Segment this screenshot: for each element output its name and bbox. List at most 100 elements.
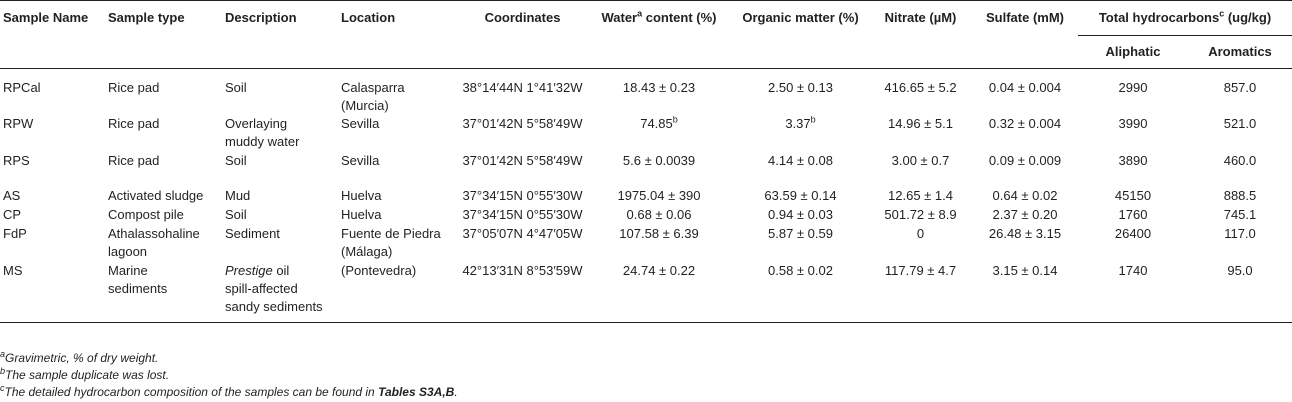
cell-organic-value: 63.59 ± 0.14 [764, 188, 837, 203]
cell-coordinates: 38°14′44N 1°41′32W [462, 80, 583, 95]
cell-organic-footnote: b [810, 114, 816, 125]
footnote-mark-a: a [637, 8, 643, 19]
cell-sample-name: FdP [3, 226, 27, 241]
cell-organic-value: 5.87 ± 0.59 [768, 226, 833, 241]
cell-aromatics: 521.0 [1223, 116, 1257, 131]
cell-location-line: Sevilla [341, 116, 380, 131]
table-body: RPCal Rice pad Soil Calasparra (Murcia) 38°14… [0, 69, 1292, 323]
cell-location-line: (Murcia) [341, 98, 389, 113]
cell-sample-name: RPCal [3, 80, 41, 95]
cell-description-line: Sediment [225, 226, 280, 241]
table-header: Sample Name Sample type Description Loca… [0, 0, 1292, 69]
data-table: Sample Name Sample type Description Loca… [0, 0, 1292, 323]
header-sample-name: Sample Name [0, 0, 108, 36]
cell-coordinates: 37°34′15N 0°55′30W [462, 188, 583, 203]
cell-water-content: 0.68 ± 0.06 [586, 206, 732, 225]
cell-aliphatic: 2990 [1118, 80, 1148, 95]
cell-description-line: spill-affected [225, 281, 298, 296]
cell-sample-type: Compost pile [108, 206, 225, 225]
cell-location-line: (Málaga) [341, 244, 393, 259]
footnote-a-text: Gravimetric, % of dry weight. [5, 351, 159, 365]
cell-aliphatic: 3890 [1118, 153, 1148, 168]
cell-sample-type-line: Rice pad [108, 116, 160, 131]
cell-description: Mud [225, 187, 341, 206]
cell-description: Soil [225, 152, 341, 187]
cell-sample-type: Marine sediments [108, 262, 225, 323]
cell-aliphatic: 1740 [1078, 262, 1188, 323]
cell-water-content: 1975.04 ± 390 [586, 187, 732, 206]
header-nitrate: Nitrate (µM) [869, 0, 972, 36]
cell-sample-type-line: Marine [108, 263, 148, 278]
header-total-unit: (ug/kg) [1224, 10, 1272, 25]
cell-location: Fuente de Piedra (Málaga) [341, 225, 459, 262]
cell-organic-matter: 0.58 ± 0.02 [732, 262, 869, 323]
cell-sulfate: 0.04 ± 0.004 [988, 80, 1062, 95]
header-aromatics: Aromatics [1188, 35, 1292, 69]
cell-description-line: Mud [225, 188, 251, 203]
table-row: AS Activated sludge Mud Huelva 37°34′15N 0°5… [0, 187, 1292, 206]
table-row: RPCal Rice pad Soil Calasparra (Murcia) 38°14… [0, 69, 1292, 116]
cell-aliphatic: 1760 [1118, 207, 1148, 222]
cell-coordinates: 37°01′42N 5°58′49W [462, 153, 583, 168]
cell-description-text: oil [272, 263, 290, 278]
cell-water-content: 107.58 ± 6.39 [586, 225, 732, 262]
cell-description: Soil [225, 69, 341, 116]
cell-sulfate: 2.37 ± 0.20 [992, 207, 1058, 222]
cell-coordinates: 42°13′31N 8°53′59W [459, 262, 586, 323]
footnote-c-link[interactable]: Tables S3A,B [378, 385, 455, 399]
footnote-b: bThe sample duplicate was lost. [0, 366, 170, 383]
header-coordinates: Coordinates [459, 0, 586, 36]
cell-sample-name: CP [3, 207, 22, 222]
cell-sample-name: RPW [3, 116, 34, 131]
cell-nitrate: 501.72 ± 8.9 [884, 207, 957, 222]
cell-location: (Pontevedra) [341, 262, 459, 323]
footnote-b-mark: b [0, 366, 6, 376]
cell-location-line: Huelva [341, 207, 382, 222]
cell-organic-matter: 3.37b [732, 115, 869, 152]
footnote-a-mark: a [0, 349, 6, 359]
cell-sample-type: Athalassohaline lagoon [108, 225, 225, 262]
cell-description-line: muddy water [225, 134, 300, 149]
cell-sample-name: MS [0, 262, 108, 323]
cell-sulfate: 0.64 ± 0.02 [992, 188, 1058, 203]
cell-aliphatic: 45150 [1114, 188, 1152, 203]
cell-description-line: Soil [225, 80, 247, 95]
cell-location-line: (Pontevedra) [341, 263, 417, 278]
cell-nitrate: 14.96 ± 5.1 [888, 116, 953, 131]
cell-water-content: 74.85b [586, 115, 732, 152]
header-sulfate: Sulfate (mM) [972, 0, 1078, 36]
cell-organic-matter: 63.59 ± 0.14 [732, 187, 869, 206]
cell-sample-type-line: Activated sludge [108, 188, 204, 203]
cell-sample-name: RPS [3, 153, 30, 168]
cell-organic-value: 0.94 ± 0.03 [768, 207, 833, 222]
footnote-b-text: The sample duplicate was lost. [5, 368, 170, 382]
cell-aromatics: 888.5 [1223, 188, 1257, 203]
cell-sample-type-line: Compost pile [108, 207, 184, 222]
cell-location: Huelva [341, 187, 459, 206]
cell-location: Calasparra (Murcia) [341, 69, 459, 116]
cell-location: Sevilla [341, 152, 459, 187]
cell-water-value: 18.43 ± 0.23 [622, 80, 696, 95]
header-water-label: Water [601, 10, 638, 25]
cell-location: Huelva [341, 206, 459, 225]
cell-sample-type-line: Athalassohaline [108, 226, 200, 241]
cell-water-content: 18.43 ± 0.23 [586, 69, 732, 116]
cell-description-line: Overlaying [225, 116, 288, 131]
cell-description: Overlaying muddy water [225, 115, 341, 152]
cell-organic-matter: 4.14 ± 0.08 [732, 152, 869, 187]
cell-aromatics: 117.0 [1224, 226, 1256, 241]
cell-description-line: Prestige oil [225, 262, 341, 280]
cell-coordinates: 37°34′15N 0°55′30W [462, 207, 583, 222]
cell-water-value: 107.58 ± 6.39 [619, 226, 699, 241]
cell-aliphatic: 26400 [1114, 226, 1152, 241]
cell-organic-value: 4.14 ± 0.08 [768, 153, 833, 168]
cell-description-italic: Prestige [225, 263, 273, 278]
table-row: RPW Rice pad Overlaying muddy water Sevilla 3… [0, 115, 1292, 152]
cell-water-value: 1975.04 ± 390 [617, 188, 701, 203]
cell-sample-type: Rice pad [108, 152, 225, 187]
cell-sample-type-line: sediments [108, 281, 168, 296]
header-total-label: Total hydrocarbons [1098, 10, 1220, 25]
footnote-mark-c: c [1219, 8, 1225, 19]
cell-aliphatic: 3990 [1118, 116, 1148, 131]
